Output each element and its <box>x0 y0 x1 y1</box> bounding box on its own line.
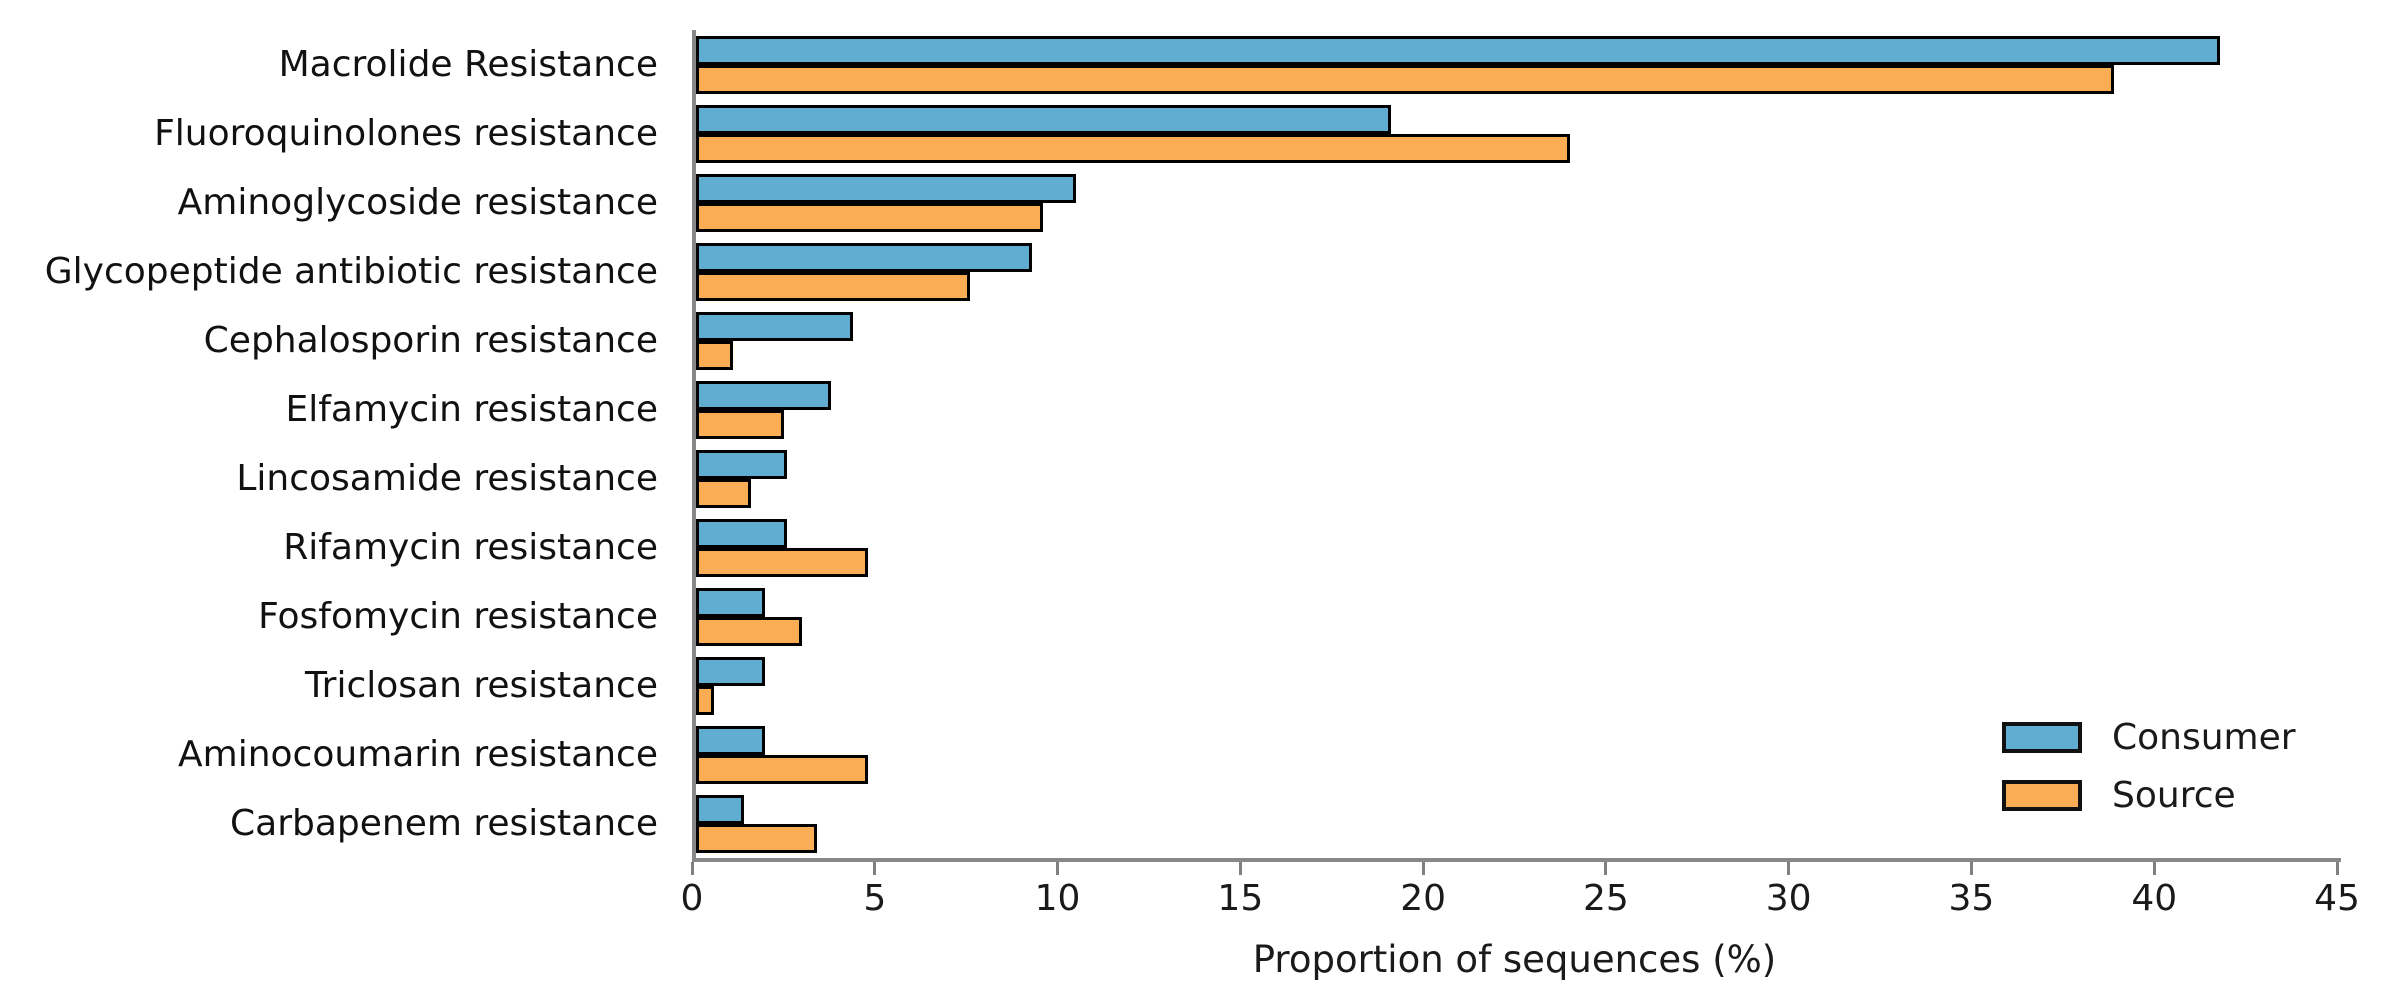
category-label: Triclosan resistance <box>304 665 658 706</box>
legend-label: Source <box>2112 775 2236 816</box>
bar-group <box>696 306 2341 375</box>
x-tick-label: 20 <box>1400 878 1447 919</box>
category-label: Aminoglycoside resistance <box>177 182 658 223</box>
legend-item: Consumer <box>2002 717 2296 758</box>
bar-consumer <box>696 794 744 824</box>
category-label: Fluoroquinolones resistance <box>154 113 658 154</box>
x-tick-label: 35 <box>1948 878 1995 919</box>
bar-group <box>696 582 2341 651</box>
bar-source <box>696 823 817 853</box>
plot-area <box>692 30 2341 862</box>
x-axis: 0 5 10 15 20 25 30 35 40 45 <box>681 862 2360 942</box>
x-tick-label: 0 <box>680 878 704 919</box>
category-label: Lincosamide resistance <box>236 458 658 499</box>
bar-group <box>696 168 2341 237</box>
x-tick-mark <box>1238 862 1242 875</box>
x-tick-mark <box>1969 862 1973 875</box>
bar-group <box>696 30 2341 99</box>
x-tick-label: 10 <box>1034 878 1081 919</box>
bar-consumer <box>696 104 1391 134</box>
category-label: Carbapenem resistance <box>230 803 658 844</box>
x-tick-label: 5 <box>863 878 887 919</box>
bar-source <box>696 478 751 508</box>
bar-source <box>696 616 802 646</box>
bar-consumer <box>696 311 854 341</box>
bar-consumer <box>696 518 788 548</box>
bar-consumer <box>696 587 766 617</box>
bar-consumer <box>696 656 766 686</box>
bar-source <box>696 685 715 715</box>
bar-group <box>696 651 2341 720</box>
bar-group <box>696 720 2341 789</box>
x-tick-mark <box>1056 862 1060 875</box>
bar-consumer <box>696 725 766 755</box>
category-label: Elfamycin resistance <box>285 389 658 430</box>
x-tick-label: 30 <box>1765 878 1812 919</box>
bar-source <box>696 133 1570 163</box>
bar-source <box>696 754 868 784</box>
legend-item: Source <box>2002 775 2296 816</box>
legend-swatch-consumer <box>2002 722 2082 753</box>
bar-source <box>696 64 2115 94</box>
x-tick-label: 25 <box>1582 878 1629 919</box>
x-tick-mark <box>1604 862 1608 875</box>
x-tick-mark <box>1421 862 1425 875</box>
bar-group <box>696 237 2341 306</box>
bar-group <box>696 99 2341 168</box>
bar-group <box>696 375 2341 444</box>
bar-group <box>696 444 2341 513</box>
bar-consumer <box>696 449 788 479</box>
bar-source <box>696 271 971 301</box>
bar-group <box>696 513 2341 582</box>
category-label: Rifamycin resistance <box>283 527 658 568</box>
legend-swatch-source <box>2002 780 2082 811</box>
x-tick-mark <box>2152 862 2156 875</box>
x-tick-mark <box>2335 862 2339 875</box>
bar-group <box>696 789 2341 858</box>
category-label: Macrolide Resistance <box>278 44 658 85</box>
category-label: Cephalosporin resistance <box>203 320 658 361</box>
x-tick-label: 45 <box>2314 878 2360 919</box>
category-label: Glycopeptide antibiotic resistance <box>44 251 658 292</box>
bar-consumer <box>696 35 2221 65</box>
x-tick-label: 15 <box>1217 878 1264 919</box>
category-label: Aminocoumarin resistance <box>178 734 658 775</box>
bar-source <box>696 202 1044 232</box>
bar-source <box>696 409 784 439</box>
bar-consumer <box>696 173 1077 203</box>
bar-consumer <box>696 380 832 410</box>
bar-source <box>696 547 868 577</box>
category-label: Fosfomycin resistance <box>258 596 658 637</box>
bar-consumer <box>696 242 1033 272</box>
category-labels: Macrolide Resistance Fluoroquinolones res… <box>0 30 672 858</box>
legend: Consumer Source <box>2002 717 2296 838</box>
x-tick-mark <box>690 862 694 875</box>
bar-source <box>696 340 733 370</box>
x-tick-mark <box>873 862 877 875</box>
x-tick-label: 40 <box>2131 878 2178 919</box>
x-tick-mark <box>1787 862 1791 875</box>
x-axis-label: Proportion of sequences (%) <box>1252 938 1777 981</box>
legend-label: Consumer <box>2112 717 2296 758</box>
